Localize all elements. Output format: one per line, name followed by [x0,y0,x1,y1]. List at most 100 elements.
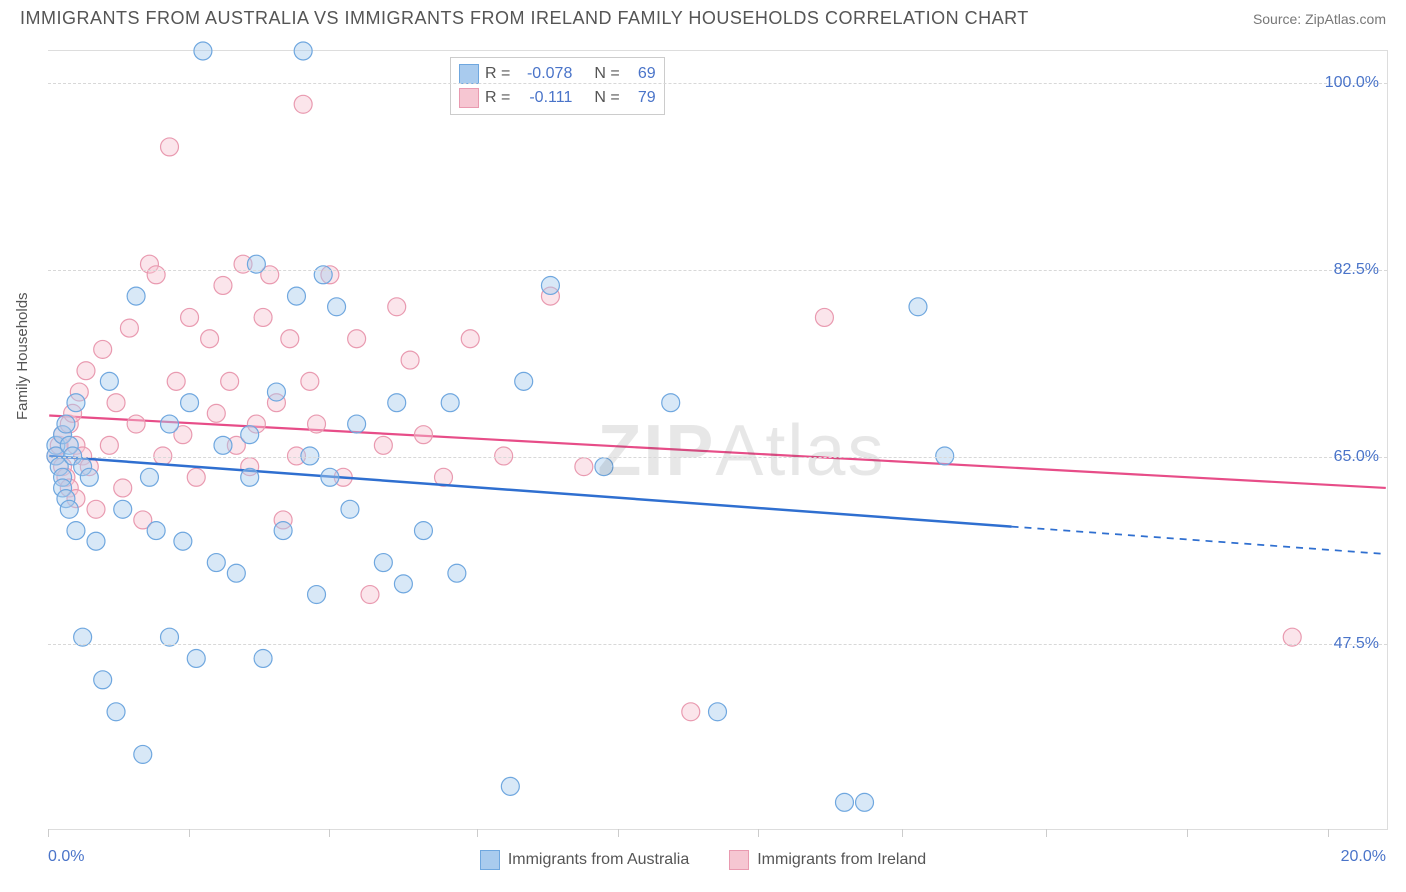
australia-point [214,436,232,454]
australia-point [60,500,78,518]
australia-point [301,447,319,465]
chart-plot-area: ZIPAtlas R =-0.078N =69R =-0.111N =79 47… [48,50,1388,830]
ireland-point [214,276,232,294]
ireland-point [374,436,392,454]
australia-trendline [49,456,1011,527]
ireland-point [181,308,199,326]
ireland-point [294,95,312,113]
australia-point [127,287,145,305]
ireland-point [401,351,419,369]
australia-point [835,793,853,811]
correlation-legend: R =-0.078N =69R =-0.111N =79 [450,57,665,115]
ireland-point [301,372,319,390]
ireland-point [575,458,593,476]
australia-point [328,298,346,316]
x-tick [329,829,330,837]
australia-point [314,266,332,284]
australia-point [441,394,459,412]
ireland-point [147,266,165,284]
australia-point [134,745,152,763]
legend-swatch [459,64,479,84]
australia-point [274,522,292,540]
y-tick-label: 100.0% [1325,74,1379,92]
x-tick [1328,829,1329,837]
ireland-point [414,426,432,444]
ireland-point [221,372,239,390]
ireland-point [187,468,205,486]
australia-point [67,394,85,412]
y-tick-label: 47.5% [1334,635,1379,653]
australia-point [856,793,874,811]
scatter-plot-svg [48,51,1387,829]
australia-point [501,777,519,795]
australia-point [541,276,559,294]
australia-point [288,287,306,305]
australia-point [294,42,312,60]
ireland-point [207,404,225,422]
ireland-point [114,479,132,497]
australia-point [909,298,927,316]
australia-point [161,415,179,433]
australia-point [267,383,285,401]
n-label: N = [594,86,619,110]
correlation-legend-row: R =-0.111N =79 [459,86,656,110]
ireland-point [281,330,299,348]
ireland-point [127,415,145,433]
australia-point [80,468,98,486]
australia-point [595,458,613,476]
chart-title: IMMIGRANTS FROM AUSTRALIA VS IMMIGRANTS … [20,8,1029,29]
ireland-point [120,319,138,337]
australia-point [936,447,954,465]
ireland-point [254,308,272,326]
x-tick [189,829,190,837]
australia-point [448,564,466,582]
x-tick [477,829,478,837]
x-tick [618,829,619,837]
australia-point [241,426,259,444]
legend-label: Immigrants from Australia [508,851,689,869]
ireland-point [495,447,513,465]
australia-point [227,564,245,582]
australia-point [187,650,205,668]
australia-point [147,522,165,540]
australia-point [321,468,339,486]
gridline-h [48,83,1387,84]
australia-point [348,415,366,433]
ireland-point [167,372,185,390]
gridline-h [48,270,1387,271]
australia-point [67,522,85,540]
australia-point [194,42,212,60]
ireland-point [815,308,833,326]
x-tick [902,829,903,837]
australia-point [114,500,132,518]
australia-point [107,703,125,721]
ireland-point [388,298,406,316]
ireland-point [361,586,379,604]
ireland-point [87,500,105,518]
ireland-point [154,447,172,465]
r-label: R = [485,86,510,110]
gridline-h [48,457,1387,458]
x-tick [758,829,759,837]
legend-swatch [459,88,479,108]
australia-point [94,671,112,689]
australia-point [515,372,533,390]
australia-point [181,394,199,412]
legend-swatch [729,850,749,870]
x-tick [1187,829,1188,837]
australia-point [100,372,118,390]
australia-point [388,394,406,412]
x-tick [1046,829,1047,837]
ireland-point [682,703,700,721]
source-label: Source: ZipAtlas.com [1253,11,1386,27]
australia-point [394,575,412,593]
australia-point [87,532,105,550]
australia-point [254,650,272,668]
ireland-point [461,330,479,348]
legend-swatch [480,850,500,870]
gridline-h [48,644,1387,645]
y-axis-label: Family Households [14,292,31,420]
australia-point [207,554,225,572]
r-value: -0.111 [516,86,572,110]
australia-point [341,500,359,518]
